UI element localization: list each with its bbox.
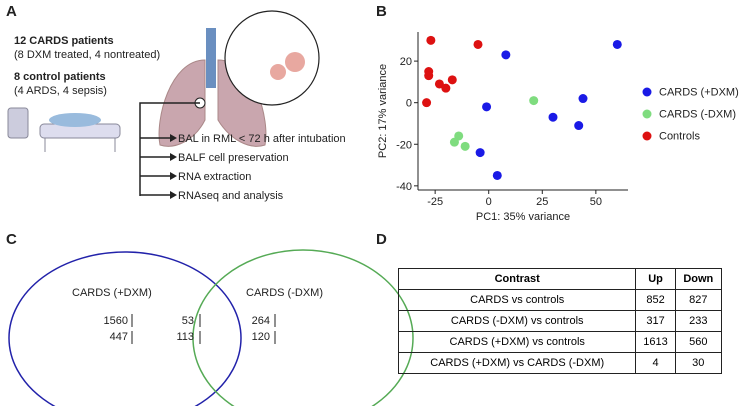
legend-label: CARDS (-DXM) <box>659 109 736 121</box>
plot-frame <box>418 32 628 190</box>
x-axis-label: PC1: 35% variance <box>476 211 570 223</box>
panel-label: C <box>6 231 17 248</box>
table-row: CARDS vs controls 852 827 <box>397 289 723 311</box>
table-row: CARDS (-DXM) vs controls 317 233 <box>397 310 723 332</box>
legend-marker <box>642 109 652 119</box>
x-tick-label: -25 <box>427 196 443 208</box>
x-tick-label: 25 <box>536 196 548 208</box>
venn-down: 447 <box>110 331 128 343</box>
point <box>449 137 459 147</box>
panel-label: D <box>376 231 387 248</box>
venn-down: 120 <box>252 331 270 343</box>
venn-label: CARDS (+DXM) <box>72 287 152 299</box>
panel-label: B <box>376 3 387 20</box>
legend-label: CARDS (+DXM) <box>659 87 739 99</box>
legend-marker <box>642 131 652 141</box>
point <box>475 148 485 158</box>
step-arrowhead <box>170 153 177 161</box>
table-row: CARDS (+DXM) vs CARDS (-DXM) 4 30 <box>397 352 723 374</box>
y-tick-label: -20 <box>396 139 412 151</box>
table-cell: 233 <box>674 310 723 332</box>
table-cell: 4 <box>635 352 676 374</box>
y-axis-label: PC2: 17% variance <box>377 64 389 158</box>
table-cell: 827 <box>674 289 723 311</box>
table-cell: CARDS (+DXM) vs controls <box>397 331 637 353</box>
header-row: Contrast Up Down <box>397 268 723 290</box>
table-cell: 852 <box>635 289 676 311</box>
table-row: CARDS (+DXM) vs controls 1613 560 <box>397 331 723 353</box>
point <box>482 102 492 112</box>
point <box>460 141 470 151</box>
point <box>473 39 483 49</box>
point <box>441 83 451 93</box>
legend-marker <box>642 87 652 97</box>
point <box>447 75 457 85</box>
point <box>434 79 444 89</box>
point <box>424 71 434 81</box>
point <box>426 35 436 45</box>
contrast-table: Contrast Up Down CARDS vs controls 852 827 CAR… <box>397 268 723 374</box>
point <box>548 112 558 122</box>
step-arrowhead <box>170 134 177 142</box>
venn-label: CARDS (-DXM) <box>246 287 323 299</box>
control-detail: (4 ARDS, 4 sepsis) <box>14 85 107 97</box>
cards-patients: 12 CARDS patients <box>14 35 114 47</box>
header-cell: Contrast <box>397 268 637 290</box>
venn-up: 53 <box>182 315 194 327</box>
step-text: RNAseq and analysis <box>178 190 284 202</box>
venn-up: 1560 <box>104 315 128 327</box>
step-text: RNA extraction <box>178 171 251 183</box>
step-arrowhead <box>170 191 177 199</box>
venn-up: 264 <box>252 315 270 327</box>
point <box>422 98 432 108</box>
header-cell: Up <box>635 268 676 290</box>
point <box>492 170 502 180</box>
table-cell: 30 <box>674 352 723 374</box>
cards-detail: (8 DXM treated, 4 nontreated) <box>14 49 160 61</box>
point <box>612 39 622 49</box>
table-cell: 560 <box>674 331 723 353</box>
point <box>529 96 539 106</box>
y-tick-label: 0 <box>406 98 412 110</box>
venn-down: 113 <box>176 331 194 343</box>
point <box>578 94 588 104</box>
y-tick-label: 20 <box>400 56 412 68</box>
venn-right <box>192 249 414 406</box>
lung-illustration <box>139 10 320 196</box>
step-arrowhead <box>170 172 177 180</box>
x-tick-label: 0 <box>486 196 492 208</box>
point <box>574 121 584 131</box>
legend-label: Controls <box>659 131 700 143</box>
table-cell: CARDS (-DXM) vs controls <box>397 310 637 332</box>
table-cell: 317 <box>635 310 676 332</box>
control-patients: 8 control patients <box>14 71 106 83</box>
x-tick-label: 50 <box>590 196 602 208</box>
table-cell: 1613 <box>635 331 676 353</box>
table-cell: CARDS (+DXM) vs CARDS (-DXM) <box>397 352 637 374</box>
venn-left <box>8 251 242 406</box>
step-text: BAL in RML < 72 h after intubation <box>178 133 346 145</box>
header-cell: Down <box>674 268 723 290</box>
y-tick-label: -40 <box>396 181 412 193</box>
step-text: BALF cell preservation <box>178 152 289 164</box>
point <box>501 50 511 60</box>
panel-label: A <box>6 3 17 20</box>
bed-illustration <box>7 107 121 152</box>
venn-arrows <box>131 314 276 344</box>
table-cell: CARDS vs controls <box>397 289 637 311</box>
